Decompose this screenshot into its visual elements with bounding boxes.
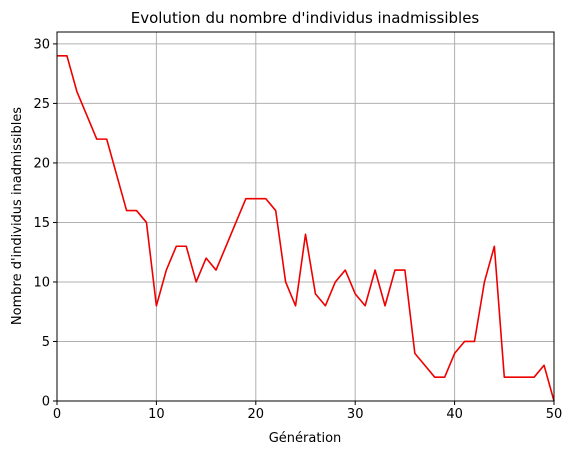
y-tick-label: 15 <box>33 216 50 231</box>
x-tick-label: 40 <box>446 407 463 422</box>
x-tick-label: 20 <box>248 407 265 422</box>
y-tick-label: 0 <box>42 395 50 410</box>
chart-title: Evolution du nombre d'individus inadmiss… <box>131 9 480 27</box>
y-tick-label: 20 <box>33 156 50 171</box>
x-tick-label: 10 <box>148 407 165 422</box>
y-tick-label: 10 <box>33 275 50 290</box>
y-tick-label: 5 <box>42 335 50 350</box>
y-tick-label: 30 <box>33 37 50 52</box>
y-tick-label: 25 <box>33 97 50 112</box>
x-tick-label: 0 <box>53 407 61 422</box>
x-tick-label: 50 <box>546 407 563 422</box>
x-axis-label: Génération <box>269 431 342 446</box>
y-axis-label: Nombre d'individus inadmissibles <box>10 107 25 325</box>
x-tick-label: 30 <box>347 407 364 422</box>
